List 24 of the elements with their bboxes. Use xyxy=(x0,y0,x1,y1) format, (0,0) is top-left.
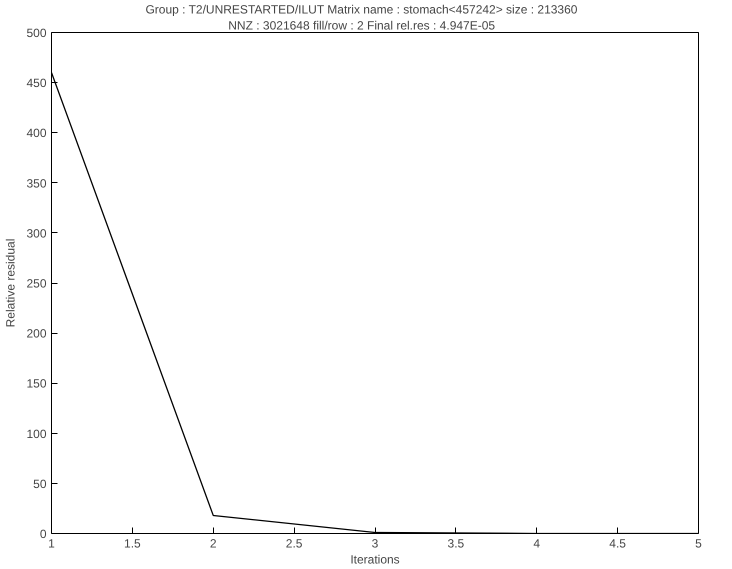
y-tick-label: 500 xyxy=(26,26,47,40)
y-tick-label: 400 xyxy=(26,126,47,140)
x-tick-label: 4.5 xyxy=(609,536,626,550)
y-tick-label: 150 xyxy=(26,376,47,391)
x-tick-label: 4 xyxy=(533,536,540,550)
x-tick-label: 5 xyxy=(695,536,702,550)
x-tick-label: 1 xyxy=(48,536,56,550)
y-tick-label: 50 xyxy=(33,476,47,491)
x-axis-title: Iterations xyxy=(350,552,400,566)
y-tick-label: 100 xyxy=(26,426,47,441)
y-tick-label: 450 xyxy=(26,76,47,90)
y-tick-label: 300 xyxy=(26,226,47,240)
x-tick-label: 3.5 xyxy=(448,536,465,550)
y-tick-label: 250 xyxy=(26,276,47,290)
x-tick-label: 2 xyxy=(210,536,217,550)
chart-title: Group : T2/UNRESTARTED/ILUT Matrix name : stomach<457242> size : 213360 xyxy=(145,2,578,16)
y-tick-label: 0 xyxy=(40,527,47,541)
x-tick-label: 2.5 xyxy=(286,536,303,550)
y-tick-label: 200 xyxy=(26,326,47,341)
y-axis-title: Relative residual xyxy=(3,238,18,328)
chart-subtitle: NNZ : 3021648 fill/row : 2 Final rel.res : 4.947E-05 xyxy=(228,18,496,32)
y-tick-label: 350 xyxy=(26,176,47,190)
x-tick-label: 1.5 xyxy=(124,536,142,550)
x-tick-label: 3 xyxy=(372,536,379,550)
